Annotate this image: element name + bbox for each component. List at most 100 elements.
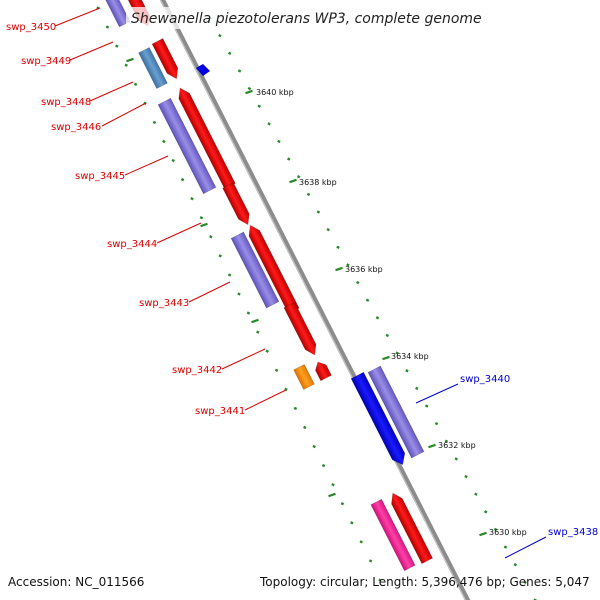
gene-features <box>103 0 433 572</box>
gene-label-swp-3446[interactable]: swp_3446 <box>51 122 101 133</box>
outer-tick <box>493 527 498 532</box>
outer-tick <box>424 404 429 408</box>
inner-tick <box>218 254 222 258</box>
major-tick <box>382 355 390 361</box>
outer-tick <box>277 139 281 144</box>
leader-line <box>69 41 114 61</box>
gene-arrow-small-blue[interactable] <box>196 64 210 76</box>
inner-tick <box>331 482 335 487</box>
inner-tick <box>105 25 110 29</box>
leader-line <box>188 281 231 303</box>
outer-tick <box>503 545 508 549</box>
outer-tick <box>346 263 350 267</box>
gene-label-swp-3449[interactable]: swp_3449 <box>21 56 71 67</box>
outer-tick <box>474 492 478 496</box>
outer-tick <box>365 298 370 302</box>
outer-tick <box>267 122 271 126</box>
outer-tick <box>257 104 261 108</box>
leader-line <box>89 81 134 102</box>
outer-tick <box>218 33 222 38</box>
inner-tick <box>171 158 175 163</box>
gene-arrow-swp-3439[interactable] <box>387 490 433 564</box>
outer-tick <box>415 386 419 391</box>
inner-tick <box>359 540 363 544</box>
label-leader-lines <box>54 7 547 559</box>
outer-tick <box>355 280 360 285</box>
title-backdrop <box>126 7 444 29</box>
gene-label-swp-3438[interactable]: swp_3438 <box>548 527 598 538</box>
gene-arrow-swp-3440[interactable] <box>350 371 409 467</box>
gene-label-swp-3450[interactable]: swp_3450 <box>6 22 56 33</box>
outer-tick <box>444 439 449 443</box>
major-tick <box>335 266 343 272</box>
inner-tick <box>265 349 269 353</box>
inner-tick <box>227 273 232 277</box>
major-tick <box>200 222 208 228</box>
leader-line <box>156 222 202 244</box>
gene-label-swp-3440[interactable]: swp_3440 <box>460 374 510 385</box>
gene-label-swp-3441[interactable]: swp_3441 <box>195 406 245 417</box>
inner-tick <box>256 330 260 334</box>
outer-tick <box>375 316 380 320</box>
leader-line <box>221 348 266 370</box>
inner-tick <box>312 444 316 449</box>
outer-tick <box>336 245 340 249</box>
gene-arrow-swp-3449[interactable] <box>151 38 182 82</box>
major-tick <box>289 178 297 184</box>
outer-tick <box>227 51 232 55</box>
inner-tick <box>209 235 213 239</box>
outer-tick <box>405 369 409 373</box>
scale-label-3636: 3636 kbp <box>345 265 383 274</box>
major-tick <box>479 531 487 537</box>
leader-line <box>124 155 169 176</box>
major-tick <box>428 443 436 449</box>
scale-label-3638: 3638 kbp <box>299 178 337 187</box>
gene-arrow-swp-3442[interactable] <box>313 359 332 382</box>
inner-tick <box>378 578 382 582</box>
gene-box-swp-3443[interactable] <box>230 231 280 309</box>
outer-tick <box>306 192 311 197</box>
inner-tick <box>115 44 119 48</box>
accession-text: Accession: NC_011566 <box>8 575 144 589</box>
gene-box-swp-3438[interactable] <box>370 498 416 572</box>
inner-tick <box>293 406 298 411</box>
leader-line <box>504 536 547 559</box>
outer-tick <box>454 457 458 461</box>
gene-label-swp-3445[interactable]: swp_3445 <box>75 171 125 182</box>
inner-tick <box>321 463 326 468</box>
outer-tick <box>395 351 399 355</box>
outer-tick <box>247 86 252 91</box>
gene-box-swp-3440[interactable] <box>367 365 425 459</box>
gene-arrow-swp-3445b[interactable] <box>222 182 254 228</box>
gene-label-swp-3442[interactable]: swp_3442 <box>172 365 222 376</box>
inner-tick <box>124 63 128 67</box>
outer-tick <box>316 210 321 214</box>
major-tick <box>251 318 259 324</box>
inner-tick <box>152 120 157 125</box>
inner-tick <box>350 521 354 525</box>
gene-label-swp-3444[interactable]: swp_3444 <box>107 239 157 250</box>
gene-box-swp-3445[interactable] <box>157 97 217 195</box>
outer-tick <box>287 157 291 161</box>
tick-marks <box>96 6 537 600</box>
gene-arrow-swp-3443[interactable] <box>283 301 320 357</box>
inner-tick <box>237 292 241 296</box>
outer-tick <box>464 474 468 479</box>
gene-label-swp-3448[interactable]: swp_3448 <box>41 97 91 108</box>
outer-tick <box>296 175 301 179</box>
outer-tick <box>484 510 488 514</box>
gene-label-swp-3443[interactable]: swp_3443 <box>139 298 189 309</box>
genome-summary: Topology: circular; Length: 5,396,476 bp… <box>259 575 590 589</box>
inner-tick <box>368 559 373 563</box>
scale-label-3634: 3634 kbp <box>391 352 429 361</box>
inner-tick <box>133 82 138 86</box>
gene-box-swp-3441[interactable] <box>293 364 315 390</box>
inner-tick <box>199 216 204 220</box>
gene-box-swp-3448[interactable] <box>138 47 168 89</box>
inner-tick <box>303 425 307 430</box>
inner-tick <box>340 502 345 506</box>
leader-line <box>244 389 287 411</box>
outer-tick <box>434 421 439 426</box>
major-tick <box>245 89 253 95</box>
